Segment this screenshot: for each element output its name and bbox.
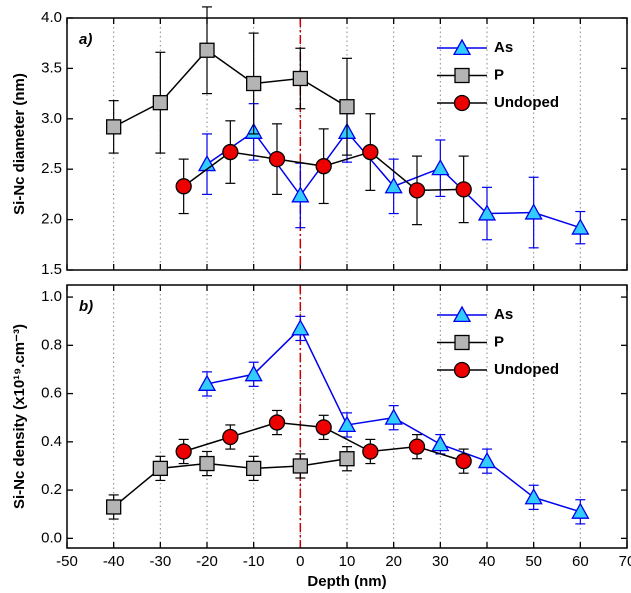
data-point: [455, 181, 472, 198]
data-point: [571, 502, 590, 519]
data-point: [524, 203, 543, 220]
data-point: [315, 419, 332, 436]
data-point: [291, 319, 310, 336]
y-tick-label: 0.8: [41, 336, 62, 353]
data-point: [197, 374, 217, 391]
y-tick-label: 0.0: [41, 529, 62, 546]
x-tick-label: 30: [432, 553, 449, 570]
x-tick-label: 50: [525, 553, 542, 570]
y-tick-label: 3.5: [41, 59, 62, 76]
data-point: [175, 178, 192, 195]
data-point: [384, 408, 403, 425]
data-point: [408, 438, 426, 455]
data-point: [222, 143, 239, 161]
data-point: [291, 186, 310, 203]
data-point: [408, 182, 426, 199]
data-point: [152, 95, 168, 111]
legend-label: Undoped: [494, 94, 559, 111]
data-point: [292, 70, 308, 87]
data-point: [268, 414, 286, 431]
data-point: [477, 451, 497, 469]
data-point: [339, 99, 355, 115]
data-point: [246, 460, 262, 477]
data-point: [337, 415, 357, 432]
data-point: [524, 487, 543, 505]
x-tick-label: -10: [243, 553, 265, 570]
legend-label: P: [494, 66, 504, 83]
plot-frame: [66, 17, 628, 271]
data-point: [246, 75, 262, 92]
x-tick-label: -30: [149, 553, 171, 570]
data-point: [292, 458, 308, 474]
x-tick-label: 10: [339, 553, 356, 570]
data-point: [152, 460, 168, 477]
x-tick-label: -40: [103, 553, 125, 570]
data-point: [199, 42, 215, 58]
panel-label: a): [79, 31, 92, 48]
legend-label: P: [494, 333, 504, 350]
data-point: [339, 451, 355, 467]
x-axis-label: Depth (nm): [307, 573, 386, 590]
data-point: [315, 158, 332, 175]
legend-marker: [454, 67, 470, 84]
legend-label: As: [494, 306, 513, 323]
legend-label: Undoped: [494, 361, 559, 378]
series-line: [113, 457, 348, 508]
x-tick-label: 20: [385, 553, 402, 570]
data-point: [477, 204, 497, 221]
y-tick-label: 0.4: [41, 433, 62, 450]
data-point: [268, 150, 286, 168]
y-tick-label: 2.5: [41, 160, 62, 177]
legend-marker: [453, 94, 471, 112]
data-point: [431, 434, 450, 452]
x-tick-label: 0: [296, 553, 304, 570]
data-point: [106, 119, 122, 135]
y-axis-label: Si-Nc diameter (nm): [11, 73, 28, 215]
legend-marker: [452, 305, 472, 323]
y-tick-label: 0.2: [41, 481, 62, 498]
data-point: [362, 143, 379, 161]
y-tick-label: 0.6: [41, 385, 62, 402]
x-tick-label: -20: [196, 553, 218, 570]
data-point: [384, 176, 403, 194]
series-line: [113, 49, 348, 128]
x-tick-label: -50: [56, 553, 78, 570]
plot-frame: [66, 284, 628, 549]
data-point: [431, 158, 450, 176]
legend-marker: [453, 361, 471, 379]
data-point: [106, 499, 122, 515]
x-tick-label: 70: [619, 553, 631, 570]
y-tick-label: 1.0: [41, 288, 62, 305]
x-tick-label: 60: [572, 553, 589, 570]
panel-label: b): [79, 298, 93, 315]
data-point: [571, 218, 590, 235]
data-point: [199, 455, 215, 472]
data-point: [222, 428, 239, 446]
data-point: [244, 364, 263, 382]
data-point: [175, 443, 192, 460]
data-point: [362, 443, 379, 460]
y-tick-label: 2.0: [41, 211, 62, 228]
y-tick-label: 1.5: [41, 261, 62, 278]
legend-label: As: [494, 39, 513, 56]
y-axis-label: Si-Nc density (x10¹⁹.cm⁻³): [11, 324, 28, 509]
legend-marker: [452, 38, 472, 56]
data-point: [455, 452, 472, 470]
legend-marker: [454, 334, 470, 351]
x-tick-label: 40: [479, 553, 496, 570]
y-tick-label: 3.0: [41, 110, 62, 127]
y-tick-label: 4.0: [41, 9, 62, 26]
